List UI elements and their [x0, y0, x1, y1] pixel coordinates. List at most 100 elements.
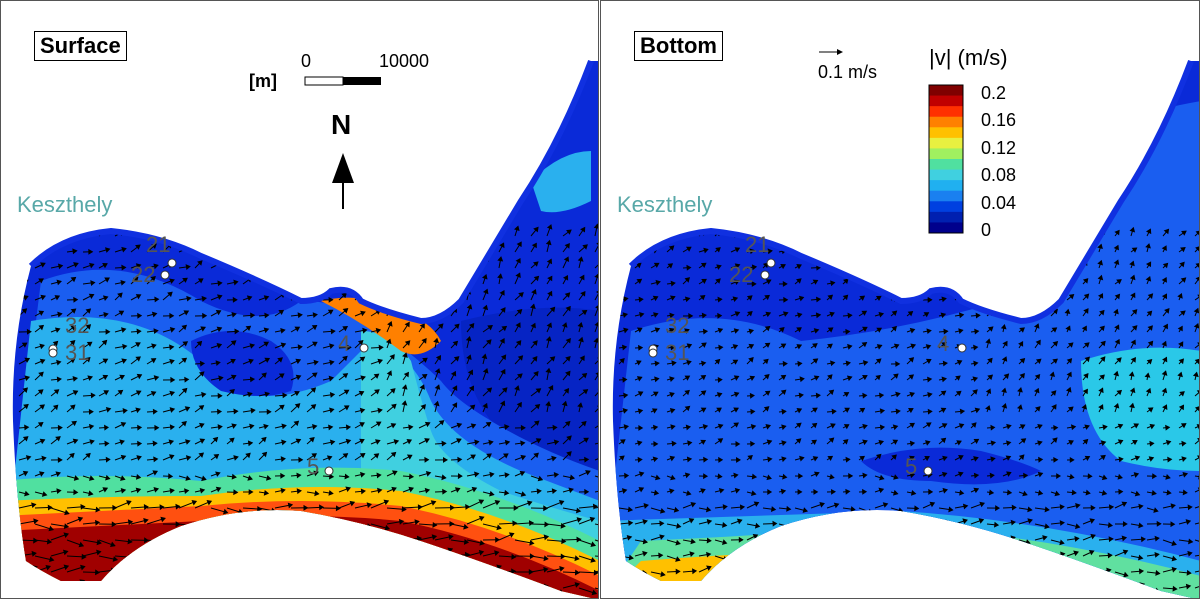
vector-arrowhead — [31, 502, 37, 509]
vector-arrowhead — [222, 508, 229, 515]
vector-arrow — [226, 568, 245, 573]
vector-arrowhead — [41, 491, 48, 497]
vector-arrowhead — [716, 264, 722, 270]
vector-arrowhead — [359, 278, 366, 285]
vector-arrowhead — [373, 373, 380, 379]
vector-arrowhead — [280, 456, 286, 463]
vector-arrowhead — [973, 344, 979, 351]
vector-arrow — [842, 539, 856, 542]
vector-arrow — [450, 275, 456, 285]
vector-arrowhead — [349, 533, 356, 539]
vector-arrowhead — [433, 239, 440, 246]
vector-arrowhead — [565, 305, 571, 312]
vector-arrowhead — [424, 421, 431, 428]
surface-map-svg — [12, 59, 598, 598]
vector-arrowhead — [945, 551, 952, 557]
vector-arrowhead — [504, 489, 510, 496]
vector-arrow — [1194, 455, 1199, 461]
vector-arrowhead — [199, 487, 206, 494]
vector-arrowhead — [351, 573, 358, 579]
vector-arrowhead — [1006, 423, 1012, 430]
vector-arrow — [370, 246, 382, 253]
vector-arrowhead — [799, 455, 805, 462]
vector-arrowhead — [829, 311, 835, 318]
vector-arrowhead — [87, 375, 94, 381]
vector-arrowhead — [692, 568, 698, 575]
vector-arrowhead — [479, 582, 486, 589]
vector-arrow — [1018, 585, 1031, 589]
vector-arrowhead — [753, 501, 760, 507]
vector-arrowhead — [940, 312, 947, 319]
legend-label-0-2: 0.2 — [981, 83, 1007, 103]
vector-arrowhead — [910, 262, 916, 269]
vector-arrowhead — [457, 473, 463, 480]
vector-arrowhead — [205, 589, 212, 595]
vector-arrowhead — [553, 471, 560, 478]
vector-arrowhead — [21, 308, 28, 314]
vector-arrowhead — [296, 488, 302, 495]
vector-arrowhead — [520, 454, 527, 461]
vector-arrowhead — [266, 408, 272, 415]
vector-arrow — [34, 228, 43, 237]
vector-arrowhead — [230, 374, 237, 381]
vector-arrowhead — [295, 438, 302, 444]
vector-arrowhead — [303, 571, 309, 578]
vector-arrowhead — [1100, 356, 1106, 362]
vector-arrowhead — [965, 585, 971, 592]
vector-arrow — [730, 551, 743, 557]
vector-arrowhead — [401, 571, 407, 578]
vector-arrowhead — [1066, 371, 1072, 378]
vector-arrow — [18, 587, 37, 590]
vector-arrow — [890, 555, 903, 559]
vector-arrowhead — [70, 325, 77, 331]
vector-arrowhead — [153, 263, 159, 270]
vector-arrowhead — [636, 327, 643, 333]
vector-arrowhead — [341, 292, 347, 299]
vector-arrow — [514, 587, 533, 592]
vector-arrow — [1066, 587, 1080, 592]
vector-arrowhead — [1035, 406, 1041, 412]
vector-arrowhead — [996, 537, 1002, 544]
vector-arrow — [594, 441, 598, 445]
vector-arrowhead — [770, 549, 776, 555]
vector-arrowhead — [1088, 550, 1095, 556]
vector-arrowhead — [515, 257, 521, 264]
vector-arrowhead — [1059, 581, 1065, 588]
vector-arrow — [258, 523, 276, 530]
vector-arrowhead — [245, 452, 251, 459]
vector-arrowhead — [150, 358, 157, 364]
vector-arrowhead — [1010, 519, 1016, 526]
vector-arrowhead — [747, 454, 753, 461]
vector-arrowhead — [545, 336, 552, 342]
vector-arrowhead — [95, 506, 101, 513]
vector-arrowhead — [1156, 520, 1162, 527]
vector-arrowhead — [1196, 389, 1199, 396]
vector-arrowhead — [434, 368, 441, 374]
vector-arrowhead — [876, 327, 883, 333]
vector-arrow — [826, 248, 834, 253]
vector-arrow — [226, 232, 237, 237]
vector-arrowhead — [799, 376, 805, 383]
vector-arrowhead — [295, 374, 302, 381]
vector-arrowhead — [474, 439, 480, 446]
vector-arrowhead — [1114, 338, 1120, 345]
vector-arrowhead — [343, 230, 349, 236]
vector-arrowhead — [1145, 261, 1152, 268]
vector-arrowhead — [1082, 438, 1089, 445]
vector-arrowhead — [1033, 323, 1040, 329]
vector-arrowhead — [670, 280, 676, 287]
vector-arrowhead — [1149, 423, 1156, 430]
vector-arrowhead — [546, 258, 553, 265]
vector-arrowhead — [979, 568, 985, 575]
vector-arrowhead — [1056, 473, 1062, 479]
vector-arrow — [386, 571, 406, 576]
vector-arrow — [1050, 582, 1065, 589]
vector-arrowhead — [504, 472, 510, 479]
vector-arrowhead — [481, 273, 488, 280]
town-label-keszthely: Keszthely — [17, 192, 113, 217]
vector-arrowhead — [972, 389, 978, 395]
vector-arrowhead — [1097, 274, 1104, 281]
vector-arrowhead — [481, 353, 488, 360]
vector-arrow — [874, 278, 883, 285]
vector-arrowhead — [102, 487, 109, 493]
